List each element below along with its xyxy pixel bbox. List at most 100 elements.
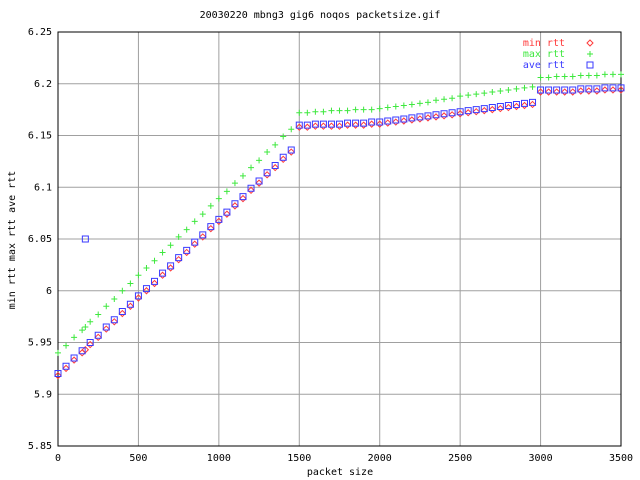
point — [424, 112, 432, 120]
point — [239, 194, 247, 203]
y-axis-label: min rtt max rtt ave rtt — [7, 171, 18, 309]
point — [119, 287, 126, 294]
point — [618, 71, 624, 78]
point — [336, 120, 343, 128]
point — [529, 83, 536, 90]
point — [295, 121, 303, 129]
point — [448, 109, 456, 117]
y-tick-label: 5.95 — [28, 338, 52, 349]
point — [472, 106, 480, 114]
point — [63, 342, 70, 349]
point — [537, 74, 544, 81]
point — [601, 71, 608, 78]
point — [408, 101, 415, 108]
point — [488, 105, 497, 114]
point — [62, 364, 70, 373]
point — [577, 85, 585, 93]
point — [496, 103, 504, 111]
y-tick-label: 5.85 — [28, 441, 52, 452]
point — [151, 257, 158, 264]
y-tick-label: 6.25 — [28, 27, 52, 38]
point — [416, 113, 424, 121]
point — [312, 108, 319, 115]
point — [609, 86, 617, 94]
point — [71, 334, 78, 341]
point — [255, 177, 263, 185]
point — [496, 104, 505, 113]
point — [343, 121, 352, 129]
point — [577, 72, 584, 79]
point — [400, 102, 407, 109]
point — [199, 231, 207, 239]
point — [255, 179, 263, 187]
legend-marker — [587, 51, 593, 57]
point — [215, 217, 223, 226]
point — [143, 264, 150, 271]
point — [464, 107, 472, 115]
point — [351, 121, 360, 129]
x-tick-label: 2000 — [368, 453, 392, 464]
point — [561, 73, 568, 80]
point — [544, 88, 553, 96]
point — [239, 193, 247, 201]
point — [215, 215, 223, 223]
point — [199, 211, 206, 218]
point — [473, 91, 480, 98]
point — [94, 333, 102, 342]
point — [367, 120, 376, 128]
point — [183, 246, 191, 254]
y-tick-label: 6.2 — [34, 79, 52, 90]
point — [272, 141, 279, 148]
point — [512, 102, 521, 111]
legend-marker — [586, 61, 594, 69]
point — [199, 233, 207, 241]
point — [271, 162, 279, 170]
y-tick-label: 6 — [46, 286, 52, 297]
x-tick-label: 1500 — [287, 453, 311, 464]
y-tick-label: 6.05 — [28, 234, 52, 245]
point — [352, 106, 359, 113]
point — [344, 119, 352, 127]
point — [303, 123, 312, 131]
point — [593, 85, 601, 93]
point — [287, 146, 295, 154]
point — [247, 184, 255, 192]
point — [247, 186, 255, 195]
point — [207, 223, 215, 231]
point — [303, 121, 311, 129]
point — [175, 254, 183, 262]
point — [609, 71, 616, 78]
point — [376, 120, 384, 128]
point — [183, 226, 190, 233]
point — [167, 242, 174, 249]
point — [433, 97, 440, 104]
point — [174, 255, 183, 264]
legend-label: ave rtt — [523, 60, 565, 71]
point — [448, 111, 456, 119]
point — [441, 96, 448, 103]
point — [545, 74, 552, 81]
point — [456, 108, 464, 116]
chart-title: 20030220 mbng3 gig6 noqos packetsize.gif — [200, 10, 441, 21]
point — [465, 92, 472, 99]
point — [126, 302, 135, 310]
point — [191, 240, 199, 248]
point — [182, 248, 191, 257]
plot-frame — [57, 31, 622, 447]
point — [78, 347, 86, 355]
point — [344, 107, 351, 114]
point — [191, 238, 199, 246]
point — [134, 294, 143, 302]
point — [62, 362, 70, 370]
point — [159, 269, 167, 277]
point — [561, 86, 569, 94]
point — [569, 73, 576, 80]
point — [577, 87, 585, 95]
point — [384, 117, 392, 125]
point — [279, 155, 287, 164]
point — [166, 264, 175, 272]
x-tick-label: 2500 — [448, 453, 472, 464]
point — [296, 109, 303, 116]
point — [480, 105, 488, 113]
